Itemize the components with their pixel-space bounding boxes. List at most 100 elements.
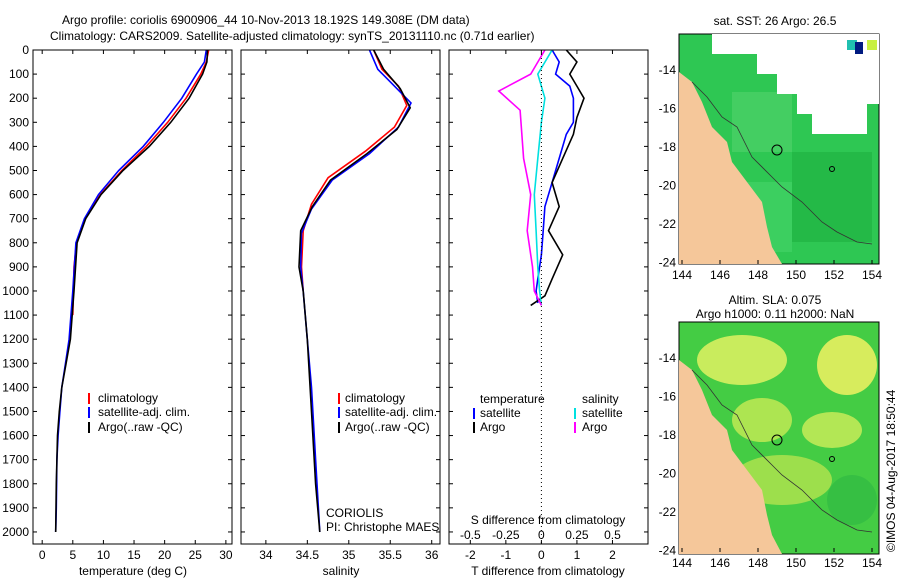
sla-map: 144 146 148 150 152 154 — [672, 321, 882, 570]
diff-legend-temp-argo: Argo — [480, 420, 506, 434]
x-tick-label: 34.5 — [296, 548, 320, 562]
x-tick-label: 2 — [609, 548, 616, 562]
sal-legend-argo: Argo(..raw -QC) — [345, 420, 430, 434]
diff-legend-temp-satellite: satellite — [480, 406, 521, 420]
series-line — [54, 50, 209, 533]
x-tick-label: 20 — [158, 548, 172, 562]
sst-patch — [732, 92, 792, 152]
x-tick-label: 25 — [189, 548, 203, 562]
temperature-xlabel: temperature (deg C) — [78, 564, 188, 578]
y-tick-label: 1600 — [2, 429, 29, 443]
reef-marker — [829, 456, 835, 462]
x-tick-label: 35 — [342, 548, 356, 562]
sla-patch — [697, 335, 787, 385]
sal-legend-climatology: climatology — [345, 391, 406, 405]
x-tick-label: 10 — [97, 548, 111, 562]
y-tick-label: 100 — [9, 67, 29, 81]
map-y-tick-label: -20 — [659, 179, 677, 193]
map-y-tick-label: -20 — [659, 467, 677, 481]
map-y-tick-label: -24 — [659, 544, 677, 558]
x-tick-label: 0 — [538, 548, 545, 562]
y-tick-label: 200 — [9, 91, 29, 105]
map-x-tick-label: 150 — [786, 556, 806, 570]
series-line — [72, 50, 210, 316]
x-tick-label: 36 — [425, 548, 439, 562]
map-x-tick-label: 148 — [748, 556, 768, 570]
map-x-tick-label: 154 — [862, 556, 882, 570]
sla-patch — [827, 475, 877, 525]
map-x-tick-label: 148 — [748, 268, 768, 282]
title-line-2: Climatology: CARS2009. Satellite-adjuste… — [50, 29, 535, 43]
map-x-tick-label: 144 — [672, 556, 692, 570]
series-line — [300, 50, 408, 292]
diff-legend-sal-satellite: satellite — [582, 406, 623, 420]
series-line — [533, 50, 553, 306]
x-tick-label-top: -0.25 — [492, 528, 520, 542]
map-y-tick-label: -24 — [659, 256, 677, 270]
reef-marker — [829, 166, 835, 172]
map-x-tick-label: 146 — [710, 556, 730, 570]
map-y-tick-label: -16 — [659, 102, 677, 116]
difference-xlabel: T difference from climatology — [471, 564, 625, 578]
sst-map-title: sat. SST: 26 Argo: 26.5 — [713, 14, 837, 28]
difference-xlabel-top: S difference from climatology — [470, 513, 626, 527]
salinity-xlabel: salinity — [322, 564, 360, 578]
y-tick-label: 900 — [9, 260, 29, 274]
sla-map-land — [679, 360, 782, 554]
y-tick-label: 300 — [9, 115, 29, 129]
y-tick-label: 500 — [9, 163, 29, 177]
sst-pixel — [847, 40, 857, 50]
series-line — [497, 50, 546, 306]
diff-legend-temperature: temperature — [480, 392, 545, 406]
y-tick-label: 0 — [22, 43, 29, 57]
footer-credit: ©IMOS 04-Aug-2017 18:50:44 — [884, 389, 898, 552]
map-x-tick-label: 152 — [824, 268, 844, 282]
sst-map-contour — [691, 81, 873, 245]
x-tick-label: 35.5 — [379, 548, 403, 562]
y-tick-label: 2000 — [2, 525, 29, 539]
sla-map-title-1: Altim. SLA: 0.075 — [728, 293, 822, 307]
x-tick-label-top: -0.5 — [460, 528, 481, 542]
x-tick-label-top: 0.25 — [565, 528, 589, 542]
x-tick-label: 5 — [69, 548, 76, 562]
y-tick-label: 600 — [9, 188, 29, 202]
x-tick-label: -2 — [465, 548, 476, 562]
sla-patch — [802, 412, 862, 448]
map-y-tick-label: -22 — [659, 217, 677, 231]
diff-legend-salinity: salinity — [582, 392, 619, 406]
map-x-tick-label: 146 — [710, 268, 730, 282]
series-line — [530, 50, 585, 307]
argo-location-marker — [771, 144, 783, 156]
map-y-tick-label: -14 — [659, 63, 677, 77]
y-tick-label: 1900 — [2, 501, 29, 515]
argo-location-marker — [771, 434, 783, 446]
x-tick-label: -1 — [501, 548, 512, 562]
sst-pixel — [867, 40, 877, 50]
diff-legend-sal-argo: Argo — [582, 420, 608, 434]
sst-pixel — [855, 42, 863, 54]
sla-patch — [817, 335, 877, 395]
map-y-tick-label: -18 — [659, 428, 677, 442]
map-x-tick-label: 152 — [824, 556, 844, 570]
plot-frame — [32, 49, 233, 545]
map-x-tick-label: 144 — [672, 268, 692, 282]
y-tick-label: 800 — [9, 236, 29, 250]
sla-map-contour — [691, 369, 873, 533]
map-x-tick-label: 150 — [786, 268, 806, 282]
sst-map: 144 146 148 150 152 154 — [672, 33, 882, 282]
temp-legend-climatology: climatology — [98, 391, 159, 405]
temp-legend-argo: Argo(..raw -QC) — [98, 420, 183, 434]
y-tick-label: 1800 — [2, 477, 29, 491]
y-tick-label: 1500 — [2, 404, 29, 418]
sla-patch — [732, 398, 792, 442]
sst-map-land — [679, 72, 782, 264]
series-line — [535, 50, 575, 304]
y-tick-label: 1000 — [2, 284, 29, 298]
y-tick-label: 1300 — [2, 356, 29, 370]
temp-legend-satellite: satellite-adj. clim. — [98, 405, 191, 419]
series-line — [54, 50, 208, 533]
y-tick-label: 1400 — [2, 380, 29, 394]
pi-label: PI: Christophe MAES — [326, 520, 440, 534]
y-tick-label: 400 — [9, 139, 29, 153]
